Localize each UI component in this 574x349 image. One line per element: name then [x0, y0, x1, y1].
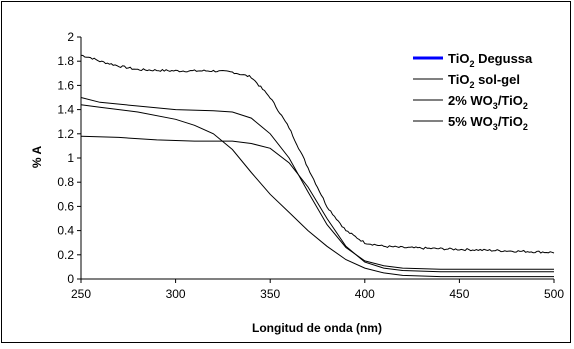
y-tick-label: 0	[67, 272, 74, 286]
chart-frame: 250 300 350 400 450 500 0 0.2 0.4 0.6 0.8 1 1.2 1.4 1.…	[1, 1, 571, 343]
y-tick-label: 1	[67, 151, 74, 165]
x-tick-label: 350	[260, 287, 280, 301]
x-tick-label: 400	[355, 287, 375, 301]
y-tick-label: 1.8	[57, 54, 74, 68]
legend: TiO2 Degussa TiO2 sol-gel 2% WO3/TiO2 5% WO…	[413, 51, 533, 132]
y-tick-label: 1.6	[57, 78, 74, 92]
y-tick-label: 2	[67, 30, 74, 44]
tick-labels: 250 300 350 400 450 500 0 0.2 0.4 0.6 0.8 1 1.2 1.4 1.…	[57, 30, 564, 301]
x-tick-label: 250	[71, 287, 91, 301]
legend-label-2: TiO2 sol-gel	[448, 72, 520, 90]
series-lines	[80, 54, 555, 278]
legend-label-3: 2% WO3/TiO2	[448, 93, 528, 111]
series-line-1	[80, 135, 554, 273]
legend-label-1: TiO2 Degussa	[448, 51, 533, 69]
y-tick-label: 1.4	[57, 103, 74, 117]
y-tick-label: 0.6	[57, 199, 74, 213]
legend-label-4: 5% WO3/TiO2	[448, 114, 528, 132]
y-tick-label: 1.2	[57, 127, 74, 141]
y-tick-label: 0.8	[57, 175, 74, 189]
y-axis-title: % A	[30, 146, 44, 169]
x-tick-label: 500	[544, 287, 564, 301]
x-axis-title: Longitud de onda (nm)	[252, 321, 382, 335]
y-tick-label: 0.2	[57, 248, 74, 262]
y-tick-label: 0.4	[57, 224, 74, 238]
series-line-2	[80, 54, 555, 254]
absorbance-chart: 250 300 350 400 450 500 0 0.2 0.4 0.6 0.8 1 1.2 1.4 1.…	[30, 30, 564, 335]
x-tick-label: 300	[166, 287, 186, 301]
series-line-3	[80, 97, 554, 270]
x-tick-label: 450	[449, 287, 469, 301]
series-line-4	[80, 104, 554, 278]
